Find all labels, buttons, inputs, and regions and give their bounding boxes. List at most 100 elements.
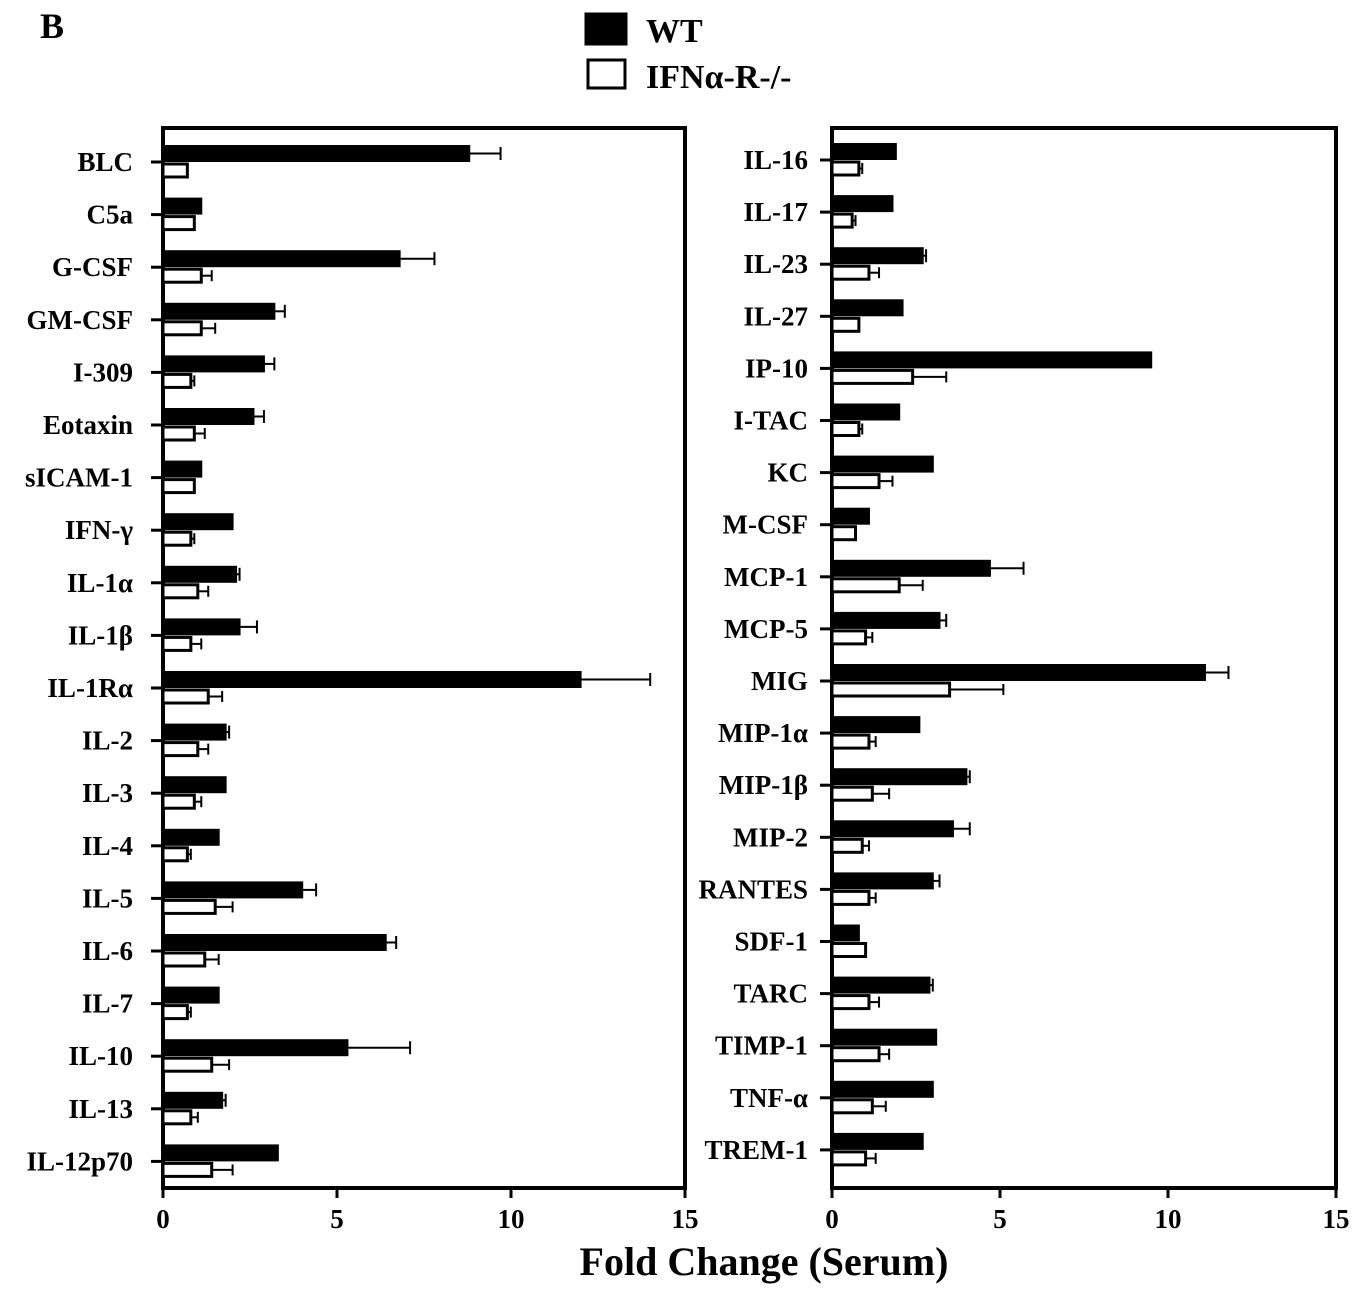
x-tick-label: 15 <box>672 1204 699 1234</box>
category-label: MIP-2 <box>733 822 808 852</box>
bar-wt <box>831 559 991 577</box>
x-tick-label: 0 <box>156 1204 170 1234</box>
plot-frame <box>161 126 687 1190</box>
bar-ko <box>161 215 196 232</box>
category-label: IL-6 <box>82 936 133 966</box>
bar-wt <box>162 460 203 478</box>
bar-ko <box>830 525 858 542</box>
category-label: C5a <box>87 200 134 230</box>
category-label: IL-16 <box>743 145 808 175</box>
x-tick-label: 10 <box>498 1204 525 1234</box>
bar-wt <box>831 351 1153 369</box>
bar-wt <box>162 408 255 425</box>
bar-wt <box>162 828 220 846</box>
category-label: MIG <box>751 666 808 696</box>
bar-ko <box>161 1109 193 1126</box>
bar-wt <box>831 299 904 317</box>
bar-wt <box>162 565 238 583</box>
bar-wt <box>831 976 931 994</box>
bar-wt <box>162 1039 349 1057</box>
bar-ko <box>830 629 868 646</box>
category-label: M-CSF <box>723 510 808 540</box>
bar-wt <box>162 250 401 268</box>
bar-ko <box>161 267 203 284</box>
x-tick-label: 0 <box>825 1204 839 1234</box>
category-label: sICAM-1 <box>25 463 133 493</box>
category-label: TIMP-1 <box>715 1031 808 1061</box>
category-label: IP-10 <box>745 353 808 383</box>
bar-ko <box>830 212 854 229</box>
bar-ko <box>161 1161 214 1178</box>
bar-wt <box>162 355 265 373</box>
bar-ko <box>830 160 861 177</box>
category-label: MCP-5 <box>724 614 808 644</box>
bar-wt <box>831 716 921 734</box>
bar-ko <box>830 1098 874 1115</box>
category-label: MIP-1β <box>719 770 808 800</box>
bar-ko <box>161 688 210 705</box>
x-tick-label: 10 <box>1155 1204 1182 1234</box>
bar-ko <box>161 1056 214 1073</box>
bar-wt <box>162 197 203 215</box>
bar-ko <box>830 368 915 385</box>
bar-ko <box>161 530 193 547</box>
category-label: IL-13 <box>68 1094 133 1124</box>
category-label: KC <box>768 458 809 488</box>
left-bar-chart: 0 5 10 15 BLC C5a G-CSF GM-CSF I-309 Eotaxin sICAM… <box>25 126 699 1234</box>
legend-swatch-wt <box>584 12 628 46</box>
category-label: IFN-γ <box>65 515 133 545</box>
right-bar-chart: 0 5 10 15 IL-16 IL-17 IL-23 IL-27 IP-10 I-TAC KC M-… <box>698 126 1350 1234</box>
bar-ko <box>830 837 864 854</box>
bar-wt <box>162 986 220 1004</box>
category-label: I-TAC <box>733 406 808 436</box>
bar-wt <box>831 924 860 942</box>
bar-wt <box>831 195 894 213</box>
bar-ko <box>161 425 196 442</box>
plot-frame <box>830 126 1338 1190</box>
bar-wt <box>831 872 934 890</box>
bar-wt <box>831 1132 924 1150</box>
bar-ko <box>161 478 196 495</box>
bar-wt <box>162 145 471 162</box>
category-label: SDF-1 <box>735 927 809 957</box>
bar-ko <box>830 1150 868 1167</box>
bar-wt <box>831 247 924 265</box>
category-label: BLC <box>77 147 133 177</box>
bar-ko <box>830 889 871 906</box>
bar-ko <box>161 583 200 600</box>
bar-ko <box>830 473 881 490</box>
category-label: IL-7 <box>82 989 133 1019</box>
category-label: IL-1Rα <box>47 673 133 703</box>
category-label: IL-27 <box>743 301 808 331</box>
x-axis-title: Fold Change (Serum) <box>580 1239 949 1284</box>
category-label: TARC <box>733 979 808 1009</box>
category-label: MIP-1α <box>718 718 808 748</box>
category-label: IL-17 <box>743 197 808 227</box>
bar-ko <box>161 846 189 863</box>
x-tick-label: 5 <box>993 1204 1007 1234</box>
bar-ko <box>830 421 861 437</box>
category-label: I-309 <box>73 357 133 387</box>
bar-ko <box>161 1004 189 1021</box>
bar-ko <box>830 681 952 698</box>
category-label: TREM-1 <box>705 1135 809 1165</box>
bar-ko <box>161 793 196 810</box>
bar-wt <box>831 820 954 838</box>
bar-ko <box>161 372 193 389</box>
legend-label-wt: WT <box>646 13 703 50</box>
category-label: RANTES <box>698 874 808 904</box>
category-label: TNF-α <box>730 1083 808 1113</box>
bar-wt <box>162 671 582 688</box>
category-label: IL-10 <box>68 1041 133 1071</box>
bar-ko <box>830 1046 881 1063</box>
category-label: IL-5 <box>82 883 133 913</box>
bar-ko <box>830 994 871 1011</box>
bar-wt <box>831 768 968 786</box>
category-label: IL-3 <box>82 778 133 808</box>
bar-ko <box>830 577 901 594</box>
bar-ko <box>161 951 207 968</box>
bar-wt <box>831 143 897 160</box>
bar-wt <box>162 723 227 741</box>
bar-wt <box>162 776 227 794</box>
category-label: IL-4 <box>82 831 133 861</box>
